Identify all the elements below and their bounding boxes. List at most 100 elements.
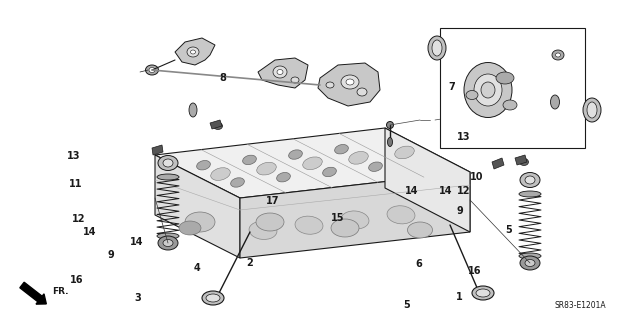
Text: 1: 1 (456, 292, 463, 302)
Text: 9: 9 (456, 206, 463, 216)
Text: 7: 7 (449, 82, 455, 92)
Ellipse shape (476, 289, 490, 297)
Ellipse shape (214, 122, 223, 130)
Ellipse shape (295, 216, 323, 234)
Text: 5: 5 (506, 225, 512, 235)
Text: 16: 16 (70, 275, 84, 285)
Ellipse shape (520, 173, 540, 188)
Ellipse shape (583, 98, 601, 122)
Polygon shape (152, 145, 163, 155)
Text: 17: 17 (266, 196, 280, 206)
Ellipse shape (387, 206, 415, 224)
Ellipse shape (587, 102, 597, 118)
Text: 14: 14 (439, 186, 453, 196)
Ellipse shape (387, 122, 394, 129)
Ellipse shape (145, 65, 159, 75)
Ellipse shape (525, 176, 535, 184)
Ellipse shape (158, 155, 178, 170)
Ellipse shape (277, 70, 283, 75)
Polygon shape (492, 158, 504, 169)
Ellipse shape (289, 150, 302, 159)
Text: 14: 14 (405, 186, 419, 196)
Text: FR.: FR. (52, 286, 68, 295)
Ellipse shape (331, 219, 359, 237)
Ellipse shape (187, 47, 199, 57)
Ellipse shape (520, 256, 540, 270)
Ellipse shape (276, 173, 291, 182)
Text: 3: 3 (134, 293, 141, 303)
Ellipse shape (323, 167, 337, 177)
Ellipse shape (525, 259, 535, 266)
Ellipse shape (335, 145, 348, 154)
Ellipse shape (157, 233, 179, 239)
Ellipse shape (157, 174, 179, 180)
Ellipse shape (357, 88, 367, 96)
Text: 2: 2 (246, 258, 253, 268)
Ellipse shape (149, 68, 155, 72)
Text: 10: 10 (470, 172, 484, 182)
Text: 8: 8 (220, 73, 226, 83)
Ellipse shape (257, 162, 276, 175)
Bar (440, 28, 585, 148)
Ellipse shape (326, 82, 334, 88)
Polygon shape (155, 155, 240, 258)
Ellipse shape (230, 178, 244, 187)
Text: 9: 9 (108, 250, 114, 260)
Text: 12: 12 (72, 213, 86, 224)
Ellipse shape (432, 40, 442, 56)
Ellipse shape (163, 240, 173, 247)
Polygon shape (175, 38, 215, 65)
Ellipse shape (395, 146, 414, 159)
Ellipse shape (369, 162, 382, 171)
Ellipse shape (346, 79, 354, 85)
Polygon shape (515, 155, 527, 165)
Ellipse shape (481, 82, 495, 98)
Ellipse shape (550, 95, 559, 109)
Text: 6: 6 (416, 259, 422, 269)
Ellipse shape (408, 222, 433, 238)
Text: 13: 13 (67, 151, 81, 161)
Ellipse shape (552, 50, 564, 60)
Polygon shape (318, 63, 380, 106)
Ellipse shape (496, 72, 514, 84)
Polygon shape (258, 58, 308, 88)
Ellipse shape (211, 168, 230, 181)
Ellipse shape (196, 160, 211, 170)
Ellipse shape (472, 286, 494, 300)
Ellipse shape (474, 74, 502, 106)
Polygon shape (385, 128, 470, 232)
Ellipse shape (341, 211, 369, 229)
Ellipse shape (243, 155, 257, 165)
Text: 13: 13 (456, 132, 470, 142)
Ellipse shape (206, 294, 220, 302)
Ellipse shape (273, 66, 287, 78)
Ellipse shape (189, 103, 197, 117)
Ellipse shape (291, 77, 299, 83)
Ellipse shape (520, 159, 529, 166)
Ellipse shape (466, 91, 478, 100)
Ellipse shape (179, 221, 201, 235)
Polygon shape (210, 120, 222, 129)
Text: SR83-E1201A: SR83-E1201A (554, 300, 606, 309)
Text: 4: 4 (194, 263, 200, 273)
Ellipse shape (428, 36, 446, 60)
Text: 14: 14 (83, 227, 97, 237)
Ellipse shape (163, 159, 173, 167)
Ellipse shape (556, 53, 561, 57)
Text: 14: 14 (129, 237, 143, 248)
Text: 5: 5 (404, 300, 410, 310)
Ellipse shape (349, 152, 368, 164)
Ellipse shape (341, 75, 359, 89)
Ellipse shape (191, 50, 195, 54)
Ellipse shape (202, 291, 224, 305)
Text: 12: 12 (456, 186, 470, 196)
Ellipse shape (185, 212, 215, 232)
Ellipse shape (158, 236, 178, 250)
Ellipse shape (519, 191, 541, 197)
Ellipse shape (503, 100, 517, 110)
Polygon shape (155, 128, 470, 198)
Ellipse shape (519, 253, 541, 259)
Ellipse shape (387, 137, 392, 146)
FancyArrow shape (20, 282, 46, 304)
Ellipse shape (303, 157, 323, 170)
